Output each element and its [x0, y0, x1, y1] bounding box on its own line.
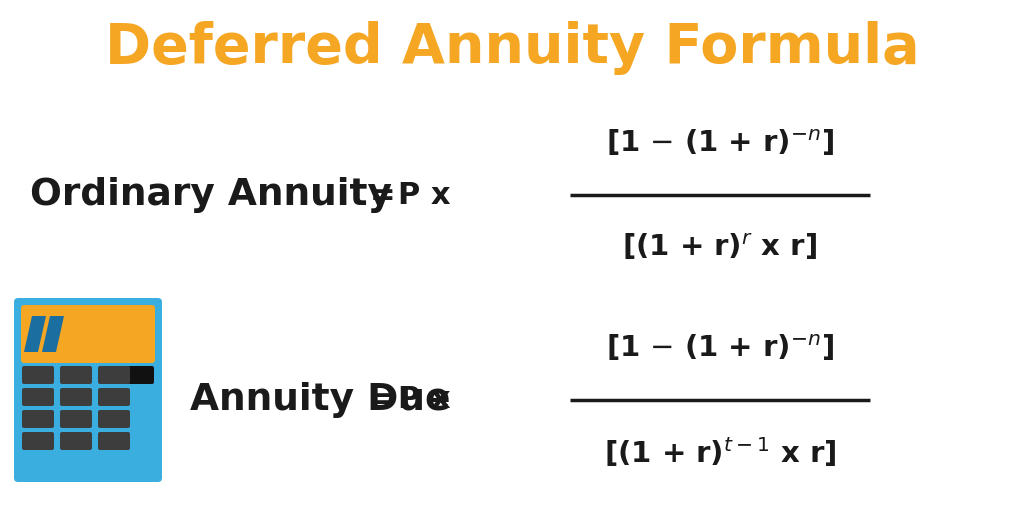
Text: =: =	[370, 180, 395, 209]
Text: [(1 + r)$^{t-1}$ x r]: [(1 + r)$^{t-1}$ x r]	[604, 435, 837, 469]
Polygon shape	[42, 316, 63, 352]
Text: P x: P x	[398, 180, 451, 209]
FancyBboxPatch shape	[98, 432, 130, 450]
Text: Annuity Due: Annuity Due	[190, 382, 451, 418]
FancyBboxPatch shape	[22, 388, 54, 406]
FancyBboxPatch shape	[14, 298, 162, 482]
FancyBboxPatch shape	[98, 388, 130, 406]
FancyBboxPatch shape	[60, 432, 92, 450]
FancyBboxPatch shape	[22, 410, 54, 428]
Text: Deferred Annuity Formula: Deferred Annuity Formula	[104, 21, 920, 75]
FancyBboxPatch shape	[128, 366, 154, 384]
Polygon shape	[24, 316, 46, 352]
FancyBboxPatch shape	[60, 366, 92, 384]
FancyBboxPatch shape	[22, 305, 155, 363]
Text: [1 $-$ (1 + r)$^{-n}$]: [1 $-$ (1 + r)$^{-n}$]	[606, 333, 835, 363]
FancyBboxPatch shape	[22, 432, 54, 450]
Text: [(1 + r)$^r$ x r]: [(1 + r)$^r$ x r]	[623, 232, 817, 262]
Text: =: =	[370, 386, 395, 414]
Text: Ordinary Annuity: Ordinary Annuity	[30, 177, 392, 213]
Text: [1 $-$ (1 + r)$^{-n}$]: [1 $-$ (1 + r)$^{-n}$]	[606, 128, 835, 158]
FancyBboxPatch shape	[60, 410, 92, 428]
Text: P x: P x	[398, 386, 451, 414]
FancyBboxPatch shape	[98, 366, 130, 384]
FancyBboxPatch shape	[98, 410, 130, 428]
FancyBboxPatch shape	[22, 366, 54, 384]
FancyBboxPatch shape	[60, 388, 92, 406]
